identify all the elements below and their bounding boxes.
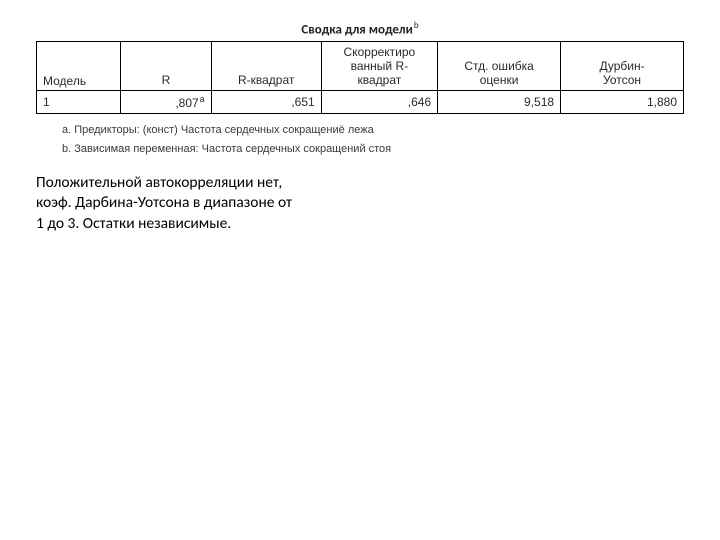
body-line-2: коэф. Дарбина-Уотсона в диапазоне от — [36, 193, 376, 214]
title-superscript: b — [414, 20, 419, 31]
table-title: Сводка для моделиb — [36, 20, 684, 37]
cell-se: 9,518 — [438, 91, 561, 114]
interpretation-text: Положительной автокорреляции нет, коэф. … — [36, 173, 376, 236]
model-summary-table: Модель R R-квадрат Скорректированный R-к… — [36, 41, 684, 114]
cell-r-value: ,807 — [175, 96, 198, 110]
cell-dw: 1,880 — [561, 91, 684, 114]
title-text: Сводка для модели — [301, 22, 412, 37]
col-r2: R-квадрат — [211, 42, 321, 91]
footnote-b: b. Зависимая переменная: Частота сердечн… — [62, 141, 684, 159]
table-row: 1 ,807a ,651 ,646 9,518 1,880 — [37, 91, 684, 114]
table-header-row: Модель R R-квадрат Скорректированный R-к… — [37, 42, 684, 91]
col-model: Модель — [37, 42, 121, 91]
col-r: R — [121, 42, 212, 91]
cell-adjr2: ,646 — [321, 91, 437, 114]
col-dw: Дурбин-Уотсон — [561, 42, 684, 91]
body-line-1: Положительной автокорреляции нет, — [36, 173, 376, 194]
cell-r2: ,651 — [211, 91, 321, 114]
col-adjr2: Скорректированный R-квадрат — [321, 42, 437, 91]
cell-r-sup: a — [200, 94, 205, 104]
cell-model: 1 — [37, 91, 121, 114]
footnotes: a. Предикторы: (конст) Частота сердечных… — [62, 122, 684, 158]
cell-r: ,807a — [121, 91, 212, 114]
col-se: Стд. ошибкаоценки — [438, 42, 561, 91]
footnote-a: a. Предикторы: (конст) Частота сердечных… — [62, 122, 684, 140]
body-line-3: 1 до 3. Остатки независимые. — [36, 214, 376, 235]
